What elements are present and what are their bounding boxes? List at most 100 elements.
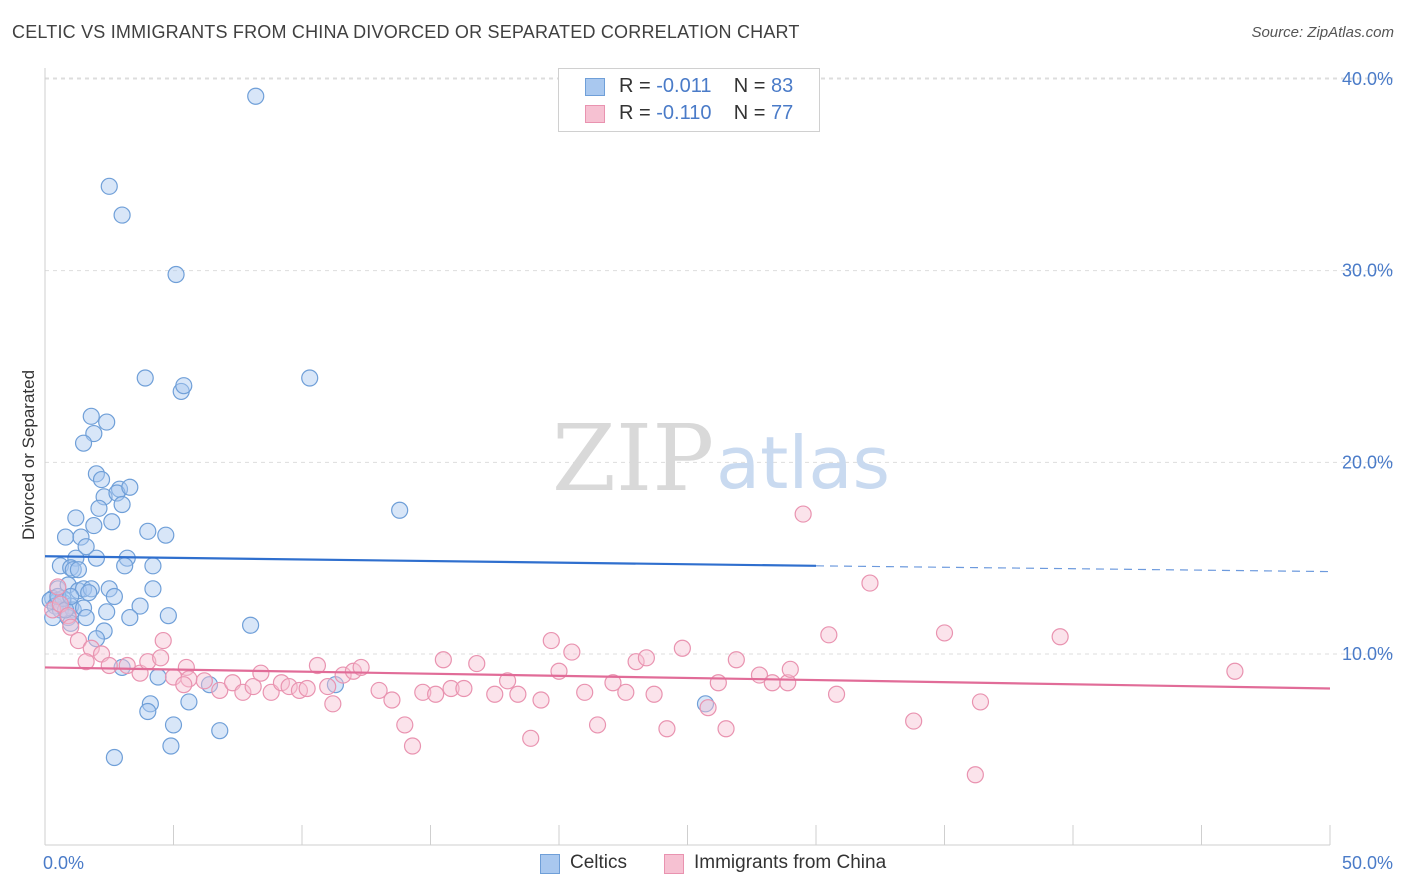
china-point xyxy=(252,664,270,682)
china-point xyxy=(272,674,291,692)
celtics-point xyxy=(64,561,82,579)
celtics-point xyxy=(72,528,90,546)
china-point xyxy=(827,685,846,703)
china-point xyxy=(509,685,527,703)
celtics-point xyxy=(121,608,139,627)
china-point xyxy=(861,574,879,592)
celtics-point xyxy=(164,716,183,734)
china-point xyxy=(563,643,581,661)
china-point xyxy=(717,720,735,738)
china-point xyxy=(763,674,781,692)
celtics-point xyxy=(51,557,70,575)
series-legend: Celtics Immigrants from China xyxy=(0,852,1406,878)
china-point xyxy=(49,578,67,596)
china-point xyxy=(396,716,414,734)
china-point xyxy=(62,618,80,636)
china-point xyxy=(542,631,560,650)
celtics-point xyxy=(167,265,185,284)
stats-legend: R = -0.011 N = 83 R = -0.110 N = 77 xyxy=(558,68,820,132)
china-points xyxy=(44,505,1244,784)
celtics-point xyxy=(211,722,229,740)
china-point xyxy=(69,631,88,650)
china-point xyxy=(935,624,954,642)
china-point xyxy=(604,674,622,692)
celtics-point xyxy=(113,495,131,514)
china-point xyxy=(637,649,655,667)
y-tick-label: 40.0% xyxy=(1342,69,1393,89)
y-tick-labels: 10.0% 20.0% 30.0% 40.0% xyxy=(1342,69,1393,664)
china-point xyxy=(455,679,473,698)
china-point xyxy=(244,677,262,696)
china-point xyxy=(370,681,388,700)
celtics-point xyxy=(242,616,260,634)
china-point xyxy=(499,672,517,690)
celtics-point xyxy=(157,526,175,544)
celtics-point xyxy=(103,513,121,531)
china-point xyxy=(532,691,550,709)
china-point xyxy=(673,639,691,657)
celtics-point xyxy=(139,522,157,540)
china-point xyxy=(486,685,504,703)
china-point xyxy=(298,679,316,698)
celtics-point xyxy=(175,377,193,395)
celtics-point xyxy=(136,369,154,387)
china-point xyxy=(794,505,812,523)
celtics-point xyxy=(87,630,106,648)
china-point xyxy=(576,683,594,701)
celtics-point xyxy=(77,608,95,627)
china-point xyxy=(403,737,422,755)
celtics-point xyxy=(247,87,265,105)
watermark: ZIP atlas xyxy=(552,405,890,512)
china-point xyxy=(468,654,486,673)
watermark-zip: ZIP xyxy=(552,405,714,512)
china-point xyxy=(152,649,170,667)
y-axis-label: Divorced or Separated xyxy=(19,370,38,540)
celtics-point xyxy=(74,434,93,452)
china-point xyxy=(195,672,213,690)
china-point xyxy=(699,699,717,717)
celtics-point xyxy=(87,549,106,567)
china-point xyxy=(645,685,663,703)
china-point xyxy=(781,660,799,678)
china-point xyxy=(352,658,370,677)
chart-title: CELTIC VS IMMIGRANTS FROM CHINA DIVORCED… xyxy=(12,22,800,42)
china-point xyxy=(211,681,229,700)
celtics-swatch xyxy=(585,78,605,96)
china-point xyxy=(820,626,838,644)
grid-lines xyxy=(45,77,1393,655)
china-point xyxy=(324,695,342,713)
celtics-point xyxy=(159,607,177,625)
china-point xyxy=(966,766,984,784)
celtics-point xyxy=(301,369,319,387)
x-tick-label: 0.0% xyxy=(43,853,84,873)
celtics-point xyxy=(69,561,88,579)
celtics-point xyxy=(144,580,162,598)
r-label: R = xyxy=(619,102,657,124)
y-tick-label: 10.0% xyxy=(1342,644,1393,664)
china-point xyxy=(617,683,635,701)
china-point xyxy=(1226,662,1244,680)
china-point xyxy=(658,720,676,738)
legend-label-china: Immigrants from China xyxy=(694,852,887,873)
n-value: 77 xyxy=(770,102,794,124)
celtics-point xyxy=(67,509,85,527)
n-label: N = xyxy=(733,75,771,97)
axes xyxy=(44,68,1331,846)
n-value: 83 xyxy=(770,75,794,97)
china-point xyxy=(442,679,460,698)
r-label: R = xyxy=(619,75,657,97)
celtics-point xyxy=(391,501,409,519)
r-value: -0.011 xyxy=(656,75,712,97)
china-point xyxy=(308,656,327,675)
celtics-point xyxy=(149,668,167,686)
celtics-point xyxy=(56,528,75,546)
china-point xyxy=(709,674,727,692)
x-tick-label: 50.0% xyxy=(1342,853,1393,873)
celtics-point xyxy=(77,538,95,556)
celtics-trend-line xyxy=(44,555,817,567)
china-point xyxy=(234,683,252,701)
china-point xyxy=(427,685,445,703)
china-swatch xyxy=(664,854,684,874)
celtics-point xyxy=(105,587,123,606)
china-point xyxy=(627,653,645,671)
